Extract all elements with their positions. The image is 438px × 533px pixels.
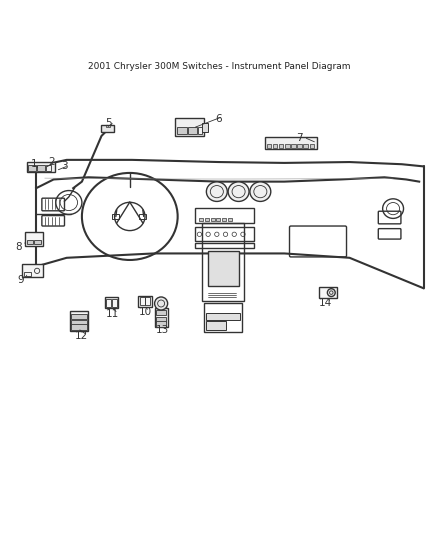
Text: 8: 8 — [15, 242, 22, 252]
Bar — [228, 218, 232, 221]
Bar — [206, 313, 240, 320]
Text: 3: 3 — [61, 161, 68, 172]
Bar — [211, 218, 215, 221]
Bar — [70, 311, 88, 331]
Bar — [297, 144, 302, 148]
Bar — [204, 303, 242, 332]
Bar — [24, 272, 31, 276]
Bar — [285, 144, 290, 148]
Bar — [265, 137, 317, 149]
Bar — [273, 144, 277, 148]
Bar — [22, 264, 43, 277]
Ellipse shape — [250, 182, 271, 201]
Bar — [202, 223, 244, 301]
Text: 2001 Chrysler 300M Switches - Instrument Panel Diagram: 2001 Chrysler 300M Switches - Instrument… — [88, 62, 350, 71]
Bar — [222, 218, 226, 221]
Bar — [145, 297, 150, 305]
Bar — [105, 297, 118, 308]
Ellipse shape — [206, 182, 227, 201]
Text: 1: 1 — [31, 159, 37, 169]
Bar — [195, 208, 254, 223]
Bar — [208, 251, 239, 286]
Bar — [71, 313, 87, 319]
Text: 14: 14 — [319, 298, 332, 309]
Bar — [106, 125, 110, 127]
Bar — [27, 240, 33, 244]
Bar — [139, 214, 146, 220]
Ellipse shape — [228, 182, 249, 201]
Text: 2: 2 — [48, 157, 55, 167]
Bar — [198, 127, 202, 134]
Bar — [34, 240, 41, 244]
Text: 6: 6 — [215, 114, 223, 124]
Bar — [101, 125, 114, 133]
Bar — [156, 310, 166, 315]
Text: 7: 7 — [296, 133, 303, 143]
Text: 9: 9 — [18, 274, 24, 285]
Ellipse shape — [327, 289, 335, 296]
Bar — [187, 127, 197, 134]
Text: 13: 13 — [156, 325, 169, 335]
Text: 5: 5 — [105, 118, 111, 128]
Bar — [177, 127, 187, 134]
Bar — [71, 320, 87, 325]
Bar — [46, 165, 50, 171]
Bar — [310, 144, 314, 148]
Bar — [112, 298, 117, 306]
Bar — [267, 144, 271, 148]
Bar — [319, 287, 336, 298]
Bar — [279, 144, 283, 148]
Bar — [37, 165, 45, 171]
Ellipse shape — [155, 297, 168, 310]
Bar — [71, 325, 87, 329]
Bar — [25, 232, 43, 246]
Bar — [156, 321, 166, 327]
Bar — [138, 296, 152, 306]
Bar — [156, 317, 166, 322]
Bar — [195, 243, 254, 248]
Bar — [195, 228, 254, 241]
Text: 10: 10 — [138, 307, 152, 317]
Bar — [199, 218, 203, 221]
Text: 12: 12 — [75, 331, 88, 341]
Bar — [27, 163, 55, 172]
Bar — [140, 297, 145, 305]
Bar — [106, 298, 111, 306]
Bar — [176, 118, 204, 136]
Bar — [291, 144, 296, 148]
Bar — [155, 308, 168, 327]
Bar — [304, 144, 308, 148]
Bar — [28, 165, 36, 171]
Bar — [216, 218, 220, 221]
Bar — [113, 214, 119, 220]
Text: 11: 11 — [106, 309, 119, 319]
Bar — [202, 123, 208, 132]
Bar — [206, 321, 226, 329]
Bar — [205, 218, 209, 221]
